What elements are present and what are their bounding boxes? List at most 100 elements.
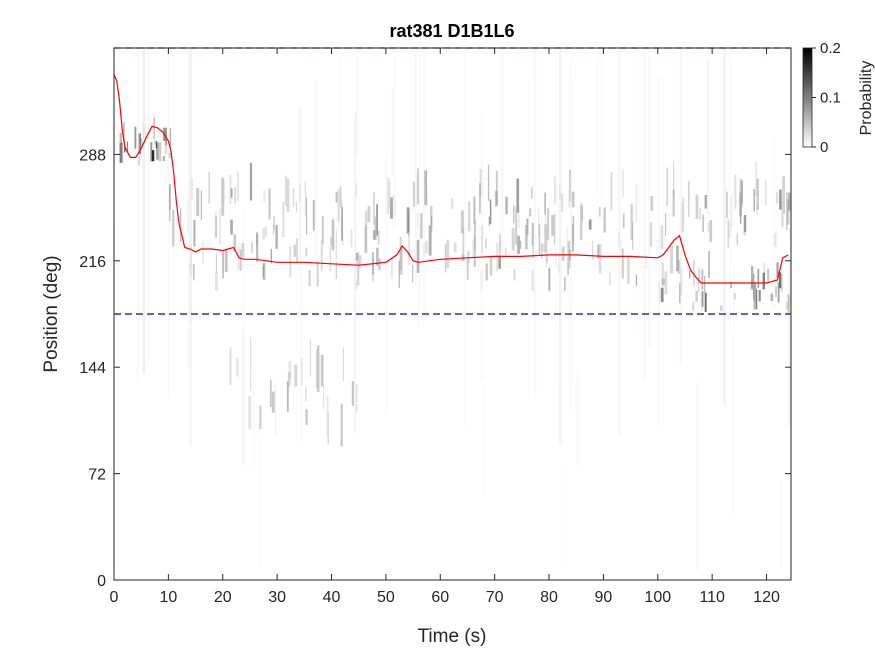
heatmap-cell (726, 191, 728, 219)
heatmap-cell (754, 281, 756, 303)
heatmap-cell (398, 260, 400, 288)
heatmap-cell (496, 243, 499, 272)
heatmap-cell (695, 382, 699, 571)
heatmap-cell (598, 243, 602, 274)
heatmap-cell (221, 177, 225, 216)
heatmap-cell (531, 223, 534, 246)
heatmap-cell (525, 225, 528, 250)
heatmap-cell (733, 263, 735, 515)
heatmap-cell (292, 188, 295, 208)
x-tick-label: 60 (431, 589, 449, 606)
heatmap-cell (256, 234, 259, 262)
heatmap-cell (538, 224, 541, 255)
heatmap-cell (660, 287, 664, 303)
heatmap-cell (547, 207, 550, 241)
heatmap-cell (681, 202, 683, 234)
heatmap-cell (288, 361, 292, 379)
x-tick-label: 30 (268, 589, 286, 606)
heatmap-cell (541, 243, 545, 252)
x-tick-label: 70 (486, 589, 504, 606)
heatmap-cell (364, 225, 368, 253)
heatmap-cell (592, 240, 594, 260)
heatmap-cell (119, 132, 122, 148)
heatmap-cell (729, 48, 731, 334)
heatmap-cell (252, 372, 256, 466)
heatmap-cell (566, 225, 569, 248)
chart-title: rat381 D1B1L6 (389, 21, 514, 41)
heatmap-cell (286, 178, 290, 213)
heatmap-cell (495, 191, 498, 207)
heatmap-cell (272, 224, 275, 235)
heatmap-cell (162, 156, 165, 161)
heatmap-cell (167, 48, 170, 399)
heatmap-cell (431, 216, 433, 226)
heatmap-cell (789, 227, 791, 239)
y-tick-label: 0 (97, 573, 106, 590)
heatmap-cell (335, 229, 337, 259)
heatmap-cell (504, 247, 507, 256)
heatmap-cell (632, 221, 634, 250)
heatmap-cell (739, 192, 742, 217)
heatmap-cell (515, 207, 518, 245)
heatmap-cell (756, 178, 759, 210)
heatmap-cell (298, 106, 302, 259)
heatmap-cell (693, 260, 695, 287)
heatmap-cell (485, 238, 487, 249)
heatmap-cell (428, 225, 432, 256)
x-axis-label: Time (s) (418, 626, 487, 647)
heatmap-cell (692, 302, 695, 311)
heatmap-cell (567, 261, 569, 276)
heatmap-cell (377, 230, 380, 245)
heatmap-cell (754, 161, 758, 197)
heatmap-cell (242, 330, 245, 466)
heatmap-cell (339, 186, 342, 208)
heatmap-cell (230, 188, 233, 198)
heatmap-cell (553, 213, 556, 245)
heatmap-cell (473, 221, 476, 250)
heatmap-cell (753, 189, 755, 212)
heatmap-cell (658, 76, 660, 427)
heatmap-cell (775, 286, 777, 298)
heatmap-cell (364, 210, 368, 227)
heatmap-cell (517, 235, 520, 254)
heatmap-cell (697, 277, 699, 292)
heatmap-cell (264, 226, 267, 237)
heatmap-cell (620, 240, 622, 253)
heatmap-cell (779, 272, 782, 289)
heatmap-cell (762, 272, 765, 290)
heatmap-cell (482, 382, 486, 497)
colorbar-tick-label: 0.1 (820, 90, 841, 107)
heatmap-cell (229, 347, 232, 386)
heatmap-cell (765, 180, 767, 206)
heatmap-cell (385, 156, 388, 414)
heatmap-cell (670, 246, 673, 274)
heatmap-cell (777, 282, 780, 303)
heatmap-cell (237, 171, 239, 201)
heatmap-cell (730, 195, 733, 227)
heatmap-cell (473, 196, 476, 224)
heatmap-cell (423, 48, 426, 316)
y-axis-label: Position (deg) (41, 255, 62, 372)
heatmap-cell (378, 258, 381, 271)
heatmap-cell (598, 206, 601, 217)
heatmap-cell (153, 117, 155, 139)
heatmap-cell (215, 216, 217, 238)
heatmap-cell (169, 185, 171, 222)
heatmap-cell (701, 269, 704, 290)
heatmap-cell (701, 291, 704, 307)
y-tick-label: 288 (79, 147, 106, 164)
heatmap-cell (241, 243, 243, 257)
heatmap-cell (743, 216, 746, 236)
heatmap-cell (704, 195, 708, 209)
heatmap-cell (570, 78, 573, 384)
heatmap-cell (680, 269, 683, 296)
heatmap-cell (622, 169, 624, 198)
heatmap-cell (782, 176, 785, 214)
x-tick-label: 110 (699, 589, 725, 606)
heatmap-cell (202, 241, 204, 264)
heatmap-cell (391, 257, 393, 278)
heatmap-cell (488, 216, 490, 226)
heatmap-cell (621, 259, 624, 279)
colorbar-label: Probability (858, 61, 875, 136)
heatmap-cell (408, 232, 410, 265)
